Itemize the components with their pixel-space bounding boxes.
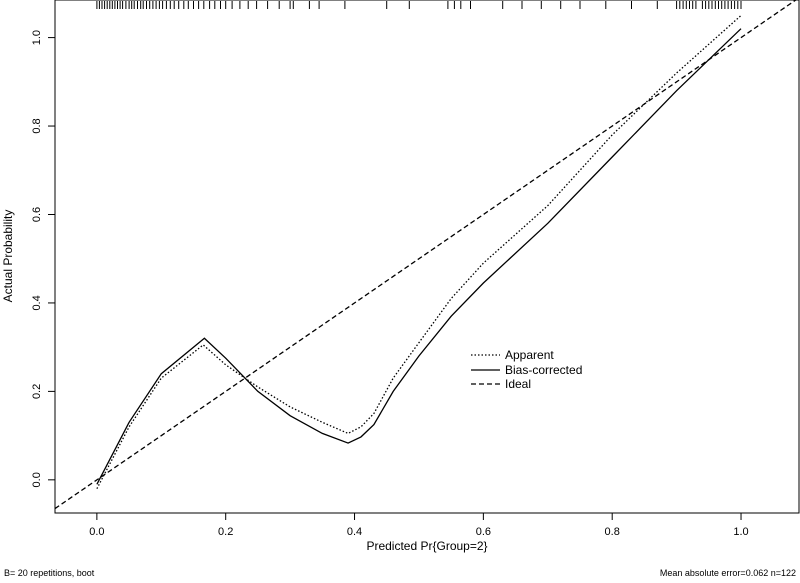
y-tick-label: 0.0: [31, 472, 43, 487]
x-tick-label: 0.4: [347, 526, 362, 538]
plot-lines: [55, 0, 797, 510]
x-axis-title: Predicted Pr{Group=2}: [366, 539, 487, 553]
legend-ideal-label: Ideal: [505, 377, 531, 391]
legend: Apparent Bias-corrected Ideal: [471, 348, 582, 391]
x-tick-label: 1.0: [733, 526, 748, 538]
y-tick-label: 0.4: [31, 295, 43, 310]
y-tick-label: 1.0: [31, 30, 43, 45]
rug-marks: [96, 1, 742, 9]
footer-error-summary: Mean absolute error=0.062 n=122: [659, 568, 796, 578]
y-axis-title: Actual Probability: [1, 210, 15, 303]
x-tick-label: 0.2: [218, 526, 233, 538]
x-tick-label: 0.6: [476, 526, 491, 538]
x-axis: 0.0 0.2 0.4 0.6 0.8 1.0: [89, 512, 749, 538]
series-line-ideal: [55, 0, 797, 510]
x-tick-label: 0.8: [605, 526, 620, 538]
y-tick-label: 0.6: [31, 207, 43, 222]
legend-bias-corrected-label: Bias-corrected: [505, 363, 582, 377]
y-tick-label: 0.8: [31, 118, 43, 133]
y-axis: 0.0 0.2 0.4 0.6 0.8 1.0: [31, 30, 56, 487]
x-tick-label: 0.0: [89, 526, 104, 538]
footer-repetitions-note: B= 20 repetitions, boot: [4, 568, 95, 578]
series-line-bias-corrected: [96, 28, 742, 485]
series-line-apparent: [96, 15, 742, 489]
legend-apparent-label: Apparent: [505, 348, 554, 362]
y-tick-label: 0.2: [31, 384, 43, 399]
plot-frame: [54, 0, 800, 514]
